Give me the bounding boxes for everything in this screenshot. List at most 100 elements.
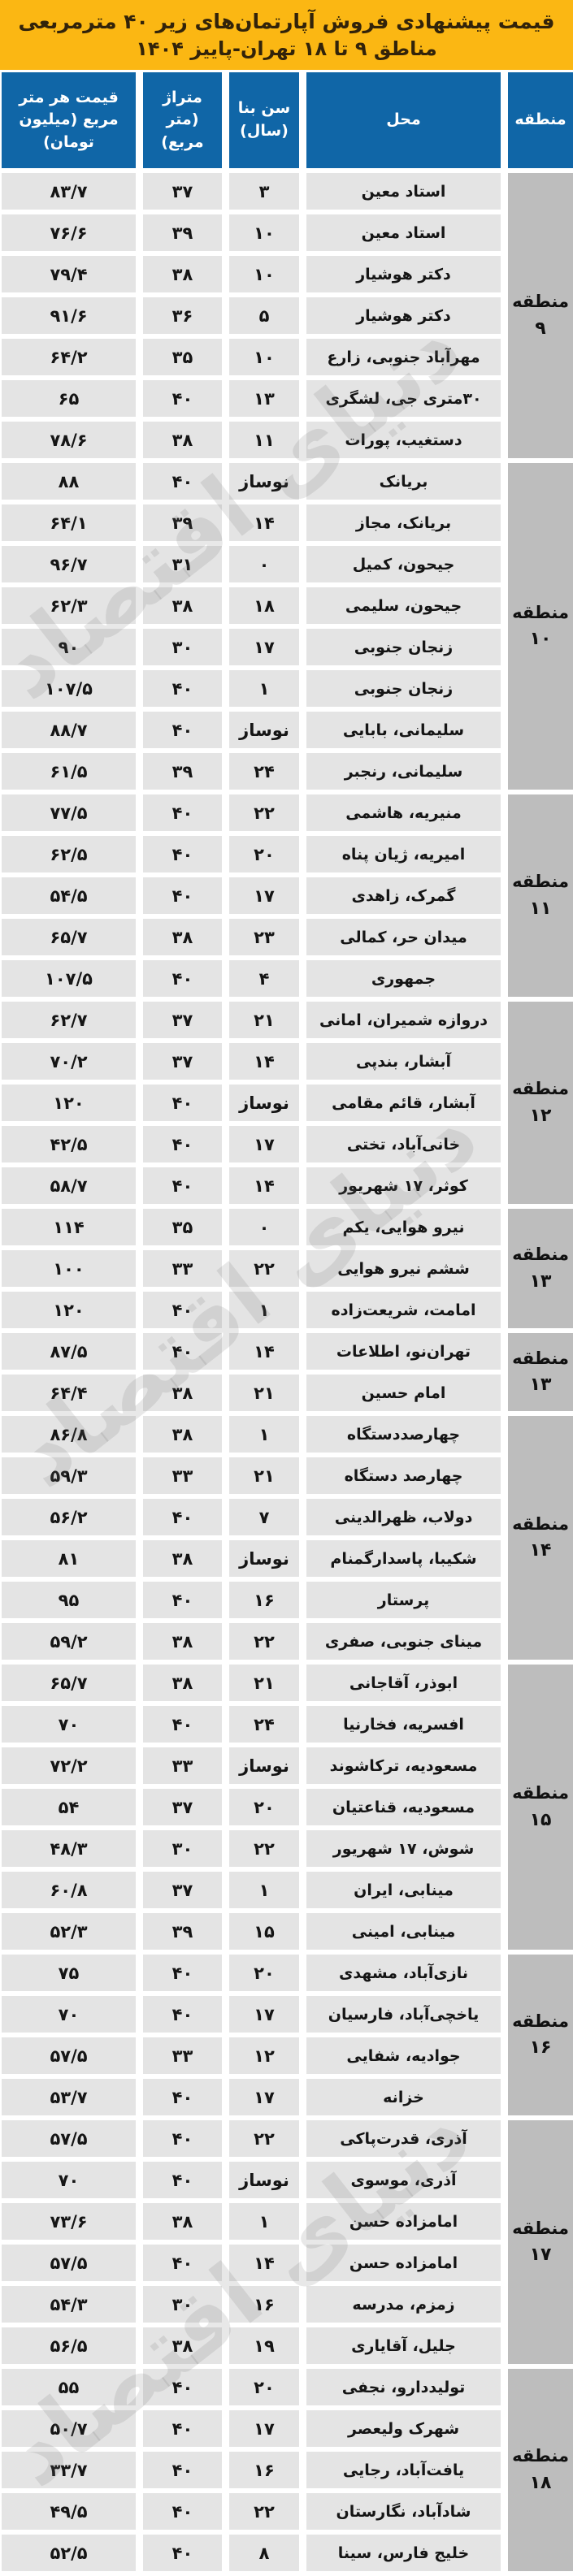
location-cell: افسریه، فخارنیا [306, 1706, 501, 1743]
age-cell: ۱۷ [229, 1996, 299, 2033]
location-cell: جمهوری [306, 960, 501, 997]
location-cell: زنجان جنوبی [306, 629, 501, 665]
area-cell: ۴۰ [143, 1085, 222, 1121]
area-cell: ۳۰ [143, 2286, 222, 2323]
region-cell-5: منطقه ۱۳ [508, 1209, 573, 1328]
area-cell: ۴۰ [143, 1292, 222, 1328]
area-cell: ۴۰ [143, 712, 222, 748]
age-cell: ۱۰ [229, 214, 299, 251]
region-number: ۱۴ [529, 1540, 552, 1561]
age-cell: ۱۶ [229, 1582, 299, 1618]
region-number: ۹ [535, 318, 546, 339]
title-banner: قیمت پیشنهادی فروش آپارتمان‌های زیر ۴۰ م… [0, 0, 573, 70]
age-cell: ۱۵ [229, 1913, 299, 1950]
age-cell: ۱۷ [229, 629, 299, 665]
age-cell: ۱ [229, 670, 299, 707]
age-cell: ۸ [229, 2535, 299, 2571]
area-cell: ۳۳ [143, 1250, 222, 1287]
price-cell: ۶۵ [2, 380, 136, 417]
price-cell: ۱۰۷/۵ [2, 670, 136, 707]
age-cell: ۲۴ [229, 753, 299, 790]
region-cell-4: منطقه ۱۲ [508, 1002, 573, 1204]
area-cell: ۴۰ [143, 1499, 222, 1535]
age-cell: ۵ [229, 297, 299, 334]
price-cell: ۵۳/۷ [2, 2079, 136, 2115]
area-cell: ۴۰ [143, 1955, 222, 1991]
column-header-price: قیمت هر متر مربع (میلیون تومان) [2, 72, 136, 168]
region-cell-1: منطقه ۹ [508, 173, 573, 458]
location-cell: بریانک، مجاز [306, 504, 501, 541]
region-label: منطقه [512, 1079, 569, 1099]
location-cell: آذری، موسوی [306, 2162, 501, 2198]
page-title-line2: مناطق ۹ تا ۱۸ تهران-پاییز ۱۴۰۴ [136, 37, 437, 60]
area-cell: ۴۰ [143, 1167, 222, 1204]
location-cell: نازی‌آباد، مشهدی [306, 1955, 501, 1991]
price-table: منطقه محل سن بنا (سال) متراژ (متر مربع) … [2, 72, 573, 2571]
location-cell: منیریه، هاشمی [306, 794, 501, 831]
age-cell: ۲۴ [229, 1706, 299, 1743]
price-cell: ۴۲/۵ [2, 1126, 136, 1162]
age-cell: ۱۸ [229, 587, 299, 624]
area-cell: ۳۹ [143, 1913, 222, 1950]
area-cell: ۳۳ [143, 1457, 222, 1494]
column-header-area: متراژ (متر مربع) [143, 72, 222, 168]
region-cell-2: منطقه ۱۰ [508, 463, 573, 790]
location-cell: جلیل، آقایاری [306, 2327, 501, 2364]
age-cell: ۲۰ [229, 1955, 299, 1991]
region-label: منطقه [512, 1783, 569, 1803]
area-cell: ۳۳ [143, 2037, 222, 2074]
price-cell: ۸۶/۸ [2, 1416, 136, 1453]
price-cell: ۵۶/۵ [2, 2327, 136, 2364]
age-cell: ۰ [229, 546, 299, 582]
location-cell: یاخچی‌آباد، فارسیان [306, 1996, 501, 2033]
area-cell: ۴۰ [143, 1996, 222, 2033]
age-cell: ۲۲ [229, 1623, 299, 1660]
age-cell: ۲۰ [229, 2369, 299, 2405]
area-cell: ۳۱ [143, 546, 222, 582]
price-cell: ۵۲/۵ [2, 2535, 136, 2571]
area-cell: ۴۰ [143, 2535, 222, 2571]
price-cell: ۶۱/۵ [2, 753, 136, 790]
age-cell: ۲۰ [229, 836, 299, 872]
location-cell: گمرک، زاهدی [306, 877, 501, 914]
price-cell: ۸۸/۷ [2, 712, 136, 748]
price-cell: ۵۴/۳ [2, 2286, 136, 2323]
price-cell: ۵۹/۳ [2, 1457, 136, 1494]
price-cell: ۵۰/۷ [2, 2410, 136, 2447]
price-cell: ۷۹/۴ [2, 256, 136, 292]
area-cell: ۳۹ [143, 214, 222, 251]
location-cell: تهران‌نو، اطلاعات [306, 1333, 501, 1370]
area-cell: ۳۸ [143, 1623, 222, 1660]
location-cell: شکیبا، پاسدارگمنام [306, 1540, 501, 1577]
area-cell: ۳۸ [143, 1375, 222, 1411]
page-title-line1: قیمت پیشنهادی فروش آپارتمان‌های زیر ۴۰ م… [18, 9, 555, 33]
region-number: ۱۸ [529, 2472, 552, 2493]
area-cell: ۴۰ [143, 2245, 222, 2281]
age-cell: ۲۱ [229, 1375, 299, 1411]
area-cell: ۴۰ [143, 2410, 222, 2447]
price-cell: ۸۳/۷ [2, 173, 136, 210]
age-cell: ۱۴ [229, 2245, 299, 2281]
area-cell: ۴۰ [143, 380, 222, 417]
area-cell: ۴۰ [143, 1126, 222, 1162]
age-cell: ۱۴ [229, 504, 299, 541]
location-cell: چهارصددستگاه [306, 1416, 501, 1453]
area-cell: ۴۰ [143, 1333, 222, 1370]
area-cell: ۴۰ [143, 960, 222, 997]
price-cell: ۵۵ [2, 2369, 136, 2405]
area-cell: ۳۸ [143, 2203, 222, 2240]
age-cell: ۲۱ [229, 1457, 299, 1494]
age-cell: ۱ [229, 1292, 299, 1328]
age-cell: نوساز [229, 1085, 299, 1121]
area-cell: ۳۷ [143, 1002, 222, 1038]
price-cell: ۷۳/۶ [2, 2203, 136, 2240]
location-cell: امامت، شریعت‌زاده [306, 1292, 501, 1328]
area-cell: ۴۰ [143, 2452, 222, 2488]
region-number: ۱۵ [529, 1809, 552, 1830]
price-cell: ۵۹/۲ [2, 1623, 136, 1660]
area-cell: ۳۶ [143, 297, 222, 334]
area-cell: ۳۰ [143, 1830, 222, 1867]
price-cell: ۷۸/۶ [2, 422, 136, 458]
area-cell: ۳۸ [143, 919, 222, 955]
area-cell: ۳۸ [143, 1416, 222, 1453]
